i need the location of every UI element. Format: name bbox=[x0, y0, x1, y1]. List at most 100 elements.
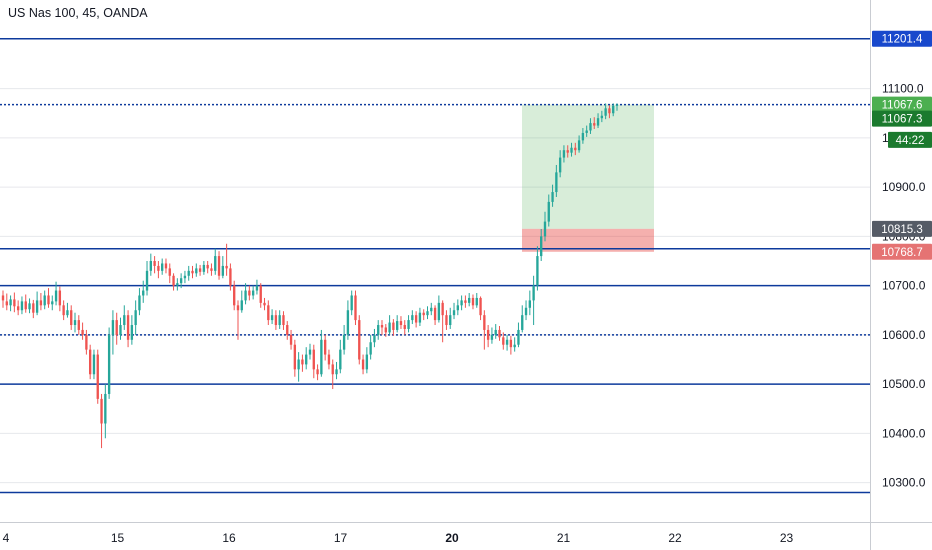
candle[interactable] bbox=[308, 343, 312, 360]
candle[interactable] bbox=[513, 337, 516, 352]
candle[interactable] bbox=[574, 142, 577, 156]
candle[interactable] bbox=[502, 332, 505, 350]
candle[interactable] bbox=[437, 295, 441, 323]
candle[interactable] bbox=[589, 118, 592, 134]
candle[interactable] bbox=[115, 312, 118, 345]
candle[interactable] bbox=[153, 256, 156, 274]
candle[interactable] bbox=[206, 261, 209, 274]
candle[interactable] bbox=[297, 352, 300, 382]
candle[interactable] bbox=[566, 145, 569, 158]
candle[interactable] bbox=[1, 290, 5, 308]
candle[interactable] bbox=[445, 310, 448, 330]
candle[interactable] bbox=[85, 329, 88, 355]
candle[interactable] bbox=[320, 329, 323, 377]
candle[interactable] bbox=[92, 349, 96, 380]
candle[interactable] bbox=[176, 278, 179, 291]
candle[interactable] bbox=[543, 211, 547, 242]
candle[interactable] bbox=[615, 103, 619, 111]
candle[interactable] bbox=[403, 320, 406, 335]
candle[interactable] bbox=[9, 295, 12, 312]
candle[interactable] bbox=[384, 324, 387, 337]
candle[interactable] bbox=[593, 117, 596, 130]
candle[interactable] bbox=[16, 300, 20, 316]
candle[interactable] bbox=[456, 299, 459, 316]
candle[interactable] bbox=[479, 296, 482, 321]
candle[interactable] bbox=[35, 291, 39, 316]
candle[interactable] bbox=[168, 263, 171, 284]
candle[interactable] bbox=[312, 344, 315, 379]
candle[interactable] bbox=[540, 228, 543, 261]
candle[interactable] bbox=[346, 300, 350, 340]
candles[interactable] bbox=[1, 103, 619, 449]
candle[interactable] bbox=[244, 283, 247, 305]
candle[interactable] bbox=[392, 319, 395, 336]
candle[interactable] bbox=[464, 295, 467, 308]
candle[interactable] bbox=[532, 275, 535, 326]
candle[interactable] bbox=[138, 288, 141, 316]
candle[interactable] bbox=[369, 334, 372, 360]
candle[interactable] bbox=[267, 300, 270, 326]
candle[interactable] bbox=[217, 251, 221, 280]
candle[interactable] bbox=[305, 347, 308, 370]
candle[interactable] bbox=[20, 296, 24, 315]
horizontal-levels[interactable] bbox=[0, 37, 870, 494]
candle[interactable] bbox=[126, 310, 130, 348]
candle[interactable] bbox=[13, 292, 16, 313]
candle[interactable] bbox=[358, 315, 361, 365]
candle[interactable] bbox=[96, 349, 99, 404]
candle[interactable] bbox=[460, 295, 463, 311]
candle[interactable] bbox=[172, 273, 175, 291]
candle[interactable] bbox=[612, 103, 615, 117]
candle[interactable] bbox=[51, 295, 54, 311]
candle[interactable] bbox=[486, 325, 490, 348]
candle[interactable] bbox=[107, 327, 111, 399]
candle[interactable] bbox=[229, 263, 232, 291]
candle[interactable] bbox=[274, 310, 278, 330]
candle[interactable] bbox=[528, 290, 532, 316]
candle[interactable] bbox=[483, 310, 486, 350]
candle[interactable] bbox=[414, 311, 418, 328]
candle[interactable] bbox=[233, 280, 236, 311]
candle[interactable] bbox=[581, 128, 585, 144]
candle[interactable] bbox=[577, 135, 581, 153]
candle[interactable] bbox=[251, 285, 255, 300]
candle[interactable] bbox=[426, 306, 429, 320]
candle[interactable] bbox=[604, 103, 607, 120]
candle[interactable] bbox=[191, 265, 194, 279]
candle[interactable] bbox=[505, 334, 509, 351]
candle[interactable] bbox=[28, 298, 31, 314]
candle[interactable] bbox=[77, 315, 80, 335]
candle[interactable] bbox=[88, 344, 92, 380]
candle[interactable] bbox=[100, 393, 103, 449]
candle[interactable] bbox=[536, 246, 539, 291]
candle[interactable] bbox=[54, 281, 58, 306]
candle[interactable] bbox=[365, 347, 369, 374]
candle[interactable] bbox=[335, 361, 338, 380]
candle[interactable] bbox=[221, 256, 225, 279]
candle[interactable] bbox=[354, 290, 357, 326]
candle[interactable] bbox=[179, 273, 183, 289]
candle[interactable] bbox=[399, 316, 403, 329]
candle[interactable] bbox=[111, 310, 115, 355]
candle[interactable] bbox=[555, 164, 558, 197]
candle[interactable] bbox=[145, 261, 149, 296]
candle[interactable] bbox=[142, 280, 145, 303]
candle[interactable] bbox=[255, 279, 259, 295]
candle[interactable] bbox=[183, 270, 187, 284]
candle[interactable] bbox=[331, 359, 334, 390]
candle[interactable] bbox=[157, 261, 160, 279]
candle[interactable] bbox=[596, 113, 600, 129]
candle[interactable] bbox=[187, 265, 190, 281]
candle[interactable] bbox=[380, 320, 384, 335]
candle[interactable] bbox=[47, 288, 50, 308]
candle[interactable] bbox=[24, 294, 27, 313]
candle[interactable] bbox=[214, 248, 217, 275]
candle[interactable] bbox=[202, 261, 206, 275]
candle[interactable] bbox=[149, 253, 152, 276]
candle[interactable] bbox=[225, 243, 228, 276]
candle[interactable] bbox=[240, 290, 243, 313]
candle[interactable] bbox=[70, 305, 73, 330]
candle[interactable] bbox=[407, 315, 410, 333]
